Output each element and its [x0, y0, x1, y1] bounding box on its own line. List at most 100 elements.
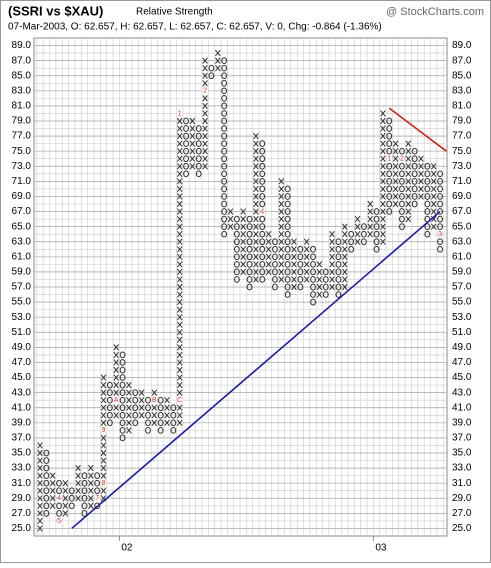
o-box — [322, 283, 329, 291]
o-box — [208, 72, 215, 80]
x-box — [176, 374, 183, 381]
pf-column — [164, 396, 170, 427]
x-box — [126, 396, 132, 404]
o-box — [272, 268, 278, 276]
o-box — [119, 351, 126, 359]
x-box — [278, 215, 285, 223]
x-box — [354, 223, 361, 230]
o-box — [411, 193, 418, 200]
x-box — [202, 72, 208, 79]
y-tick-label-right: 77.0 — [452, 131, 472, 142]
x-box — [278, 276, 285, 283]
x-box — [265, 261, 272, 268]
x-box — [329, 238, 335, 245]
o-box — [68, 494, 75, 502]
x-box — [329, 261, 335, 268]
x-box — [126, 419, 132, 427]
x-box — [176, 223, 183, 230]
x-box — [291, 261, 297, 268]
y-tick-label-right: 69.0 — [452, 191, 472, 202]
y-tick-label-right: 73.0 — [452, 161, 472, 172]
o-box — [119, 419, 126, 427]
x-box — [240, 238, 246, 245]
x-box — [303, 276, 310, 283]
x-box — [265, 238, 272, 245]
x-box — [176, 329, 183, 336]
x-box — [100, 374, 107, 381]
o-box — [259, 177, 266, 185]
o-box — [284, 215, 291, 223]
x-box — [430, 208, 437, 215]
y-tick-label-right: 61.0 — [452, 251, 472, 262]
o-box — [259, 238, 266, 246]
o-box — [259, 155, 266, 163]
o-box — [233, 268, 240, 276]
month-mark: 8 — [102, 480, 106, 487]
o-box — [373, 238, 380, 246]
x-box — [380, 200, 386, 208]
x-box — [253, 253, 259, 261]
o-box — [157, 426, 164, 434]
month-bg — [56, 494, 62, 503]
o-box — [335, 283, 342, 291]
x-box — [405, 193, 412, 200]
x-box — [405, 178, 412, 185]
x-box — [253, 230, 259, 238]
o-box — [68, 502, 75, 510]
x-box — [240, 208, 246, 215]
o-box — [221, 79, 228, 87]
pf-column — [132, 389, 139, 427]
o-box — [424, 177, 431, 185]
x-box — [253, 238, 259, 245]
o-box — [132, 419, 139, 427]
o-box — [259, 223, 266, 231]
x-box — [138, 389, 145, 396]
o-box — [106, 381, 113, 389]
o-box — [386, 185, 393, 193]
x-box — [202, 147, 208, 155]
x-box — [88, 502, 94, 510]
x-box — [430, 178, 437, 185]
o-box — [221, 132, 228, 140]
month-mark: 7 — [95, 495, 99, 502]
o-box — [183, 125, 189, 132]
chart-subtitle: Relative Strength — [136, 7, 213, 18]
x-box — [342, 261, 348, 268]
x-box — [176, 238, 183, 245]
o-box — [411, 170, 418, 178]
x-box — [418, 170, 424, 178]
x-box — [329, 230, 335, 238]
pf-column — [418, 155, 424, 200]
o-box — [246, 276, 253, 283]
x-box — [202, 163, 208, 170]
x-box — [189, 147, 196, 155]
x-box — [202, 155, 208, 162]
o-box — [360, 223, 367, 231]
y-tick-label: 63.0 — [12, 236, 32, 247]
x-box — [278, 238, 285, 245]
x-box — [113, 359, 119, 366]
x-box — [354, 238, 361, 245]
x-box — [37, 449, 43, 457]
o-box — [157, 411, 164, 419]
x-box — [329, 276, 335, 283]
x-box — [405, 200, 412, 208]
x-box — [37, 472, 43, 479]
x-box — [62, 510, 69, 517]
x-box — [253, 147, 259, 155]
y-tick-label: 65.0 — [12, 221, 32, 232]
pf-column — [195, 125, 202, 178]
x-box — [37, 502, 43, 510]
x-box — [176, 412, 183, 419]
pf-column — [157, 396, 164, 434]
x-box — [113, 412, 119, 419]
o-box — [221, 162, 228, 170]
o-box — [94, 472, 101, 480]
x-box — [392, 155, 399, 162]
y-tick-label-right: 41.0 — [452, 402, 472, 413]
x-box — [380, 208, 386, 215]
x-tick-label: 02 — [121, 543, 133, 554]
o-box — [221, 57, 228, 65]
x-box — [138, 396, 145, 404]
